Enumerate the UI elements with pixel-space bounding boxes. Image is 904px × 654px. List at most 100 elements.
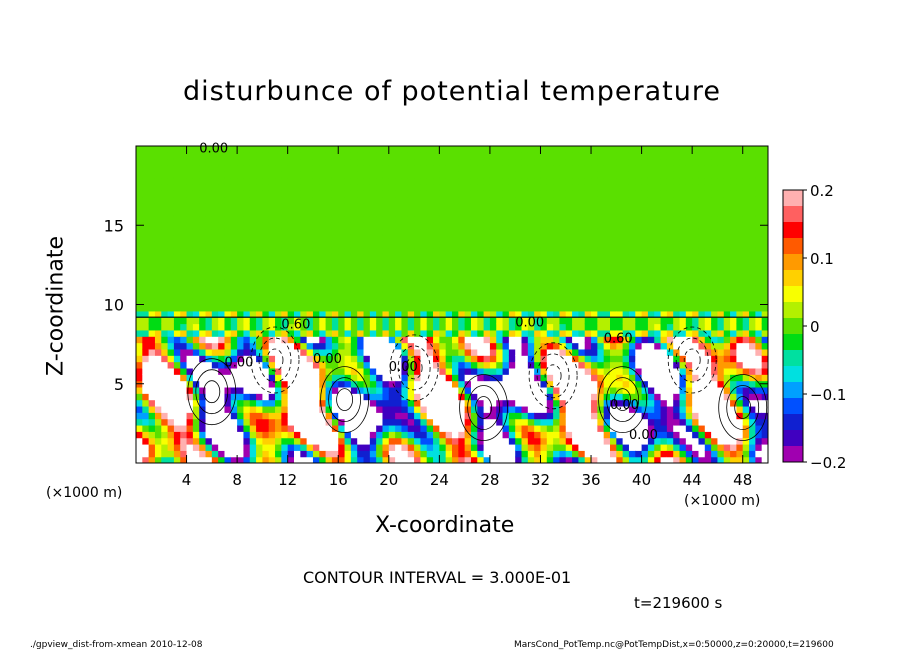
heatmap-cell [584, 190, 592, 198]
heatmap-cell [388, 367, 396, 375]
heatmap-cell [730, 443, 737, 451]
heatmap-cell [376, 228, 384, 236]
heatmap-cell [553, 456, 561, 463]
heatmap-cell [704, 418, 712, 426]
heatmap-cell [300, 374, 308, 382]
heatmap-cell [508, 399, 516, 407]
heatmap-cell [597, 348, 605, 356]
heatmap-cell [414, 291, 421, 299]
heatmap-cell [647, 215, 655, 223]
heatmap-cell [154, 443, 162, 451]
heatmap-cell [167, 431, 175, 439]
heatmap-cell [230, 443, 238, 451]
heatmap-cell [458, 260, 466, 268]
heatmap-cell [717, 323, 725, 331]
heatmap-cell [205, 393, 213, 401]
heatmap-cell [237, 450, 245, 458]
heatmap-cell [742, 361, 750, 369]
heatmap-cell [464, 304, 472, 312]
heatmap-cell [426, 437, 434, 445]
heatmap-cell [186, 405, 194, 413]
heatmap-cell [546, 380, 554, 388]
heatmap-cell [508, 393, 516, 401]
heatmap-cell [711, 304, 719, 312]
heatmap-cell [692, 158, 700, 166]
heatmap-cell [186, 171, 194, 179]
heatmap-cell [306, 367, 314, 375]
heatmap-cell [249, 146, 257, 153]
heatmap-cell [148, 367, 156, 375]
heatmap-cell [161, 234, 169, 242]
heatmap-cell [540, 380, 548, 388]
heatmap-cell [338, 310, 346, 318]
heatmap-cell [268, 418, 276, 426]
heatmap-cell [749, 165, 756, 172]
heatmap-cell [256, 342, 263, 350]
heatmap-cell [388, 386, 396, 394]
heatmap-cell [749, 323, 756, 331]
heatmap-cell [742, 196, 750, 204]
heatmap-cell [382, 184, 390, 191]
heatmap-cell [685, 152, 693, 160]
heatmap-cell [224, 291, 232, 299]
heatmap-cell [483, 228, 491, 236]
heatmap-cell [148, 272, 156, 280]
heatmap-cell [578, 323, 586, 331]
heatmap-cell [173, 437, 181, 445]
heatmap-cell [294, 234, 301, 242]
heatmap-cell [660, 361, 668, 369]
heatmap-cell [180, 386, 188, 394]
heatmap-cell [730, 399, 737, 407]
heatmap-cell [546, 247, 554, 255]
heatmap-cell [376, 424, 384, 432]
heatmap-cell [173, 146, 181, 153]
heatmap-cell [319, 222, 327, 230]
heatmap-cell [445, 424, 453, 432]
heatmap-cell [470, 323, 478, 331]
heatmap-cell [243, 386, 251, 394]
heatmap-cell [749, 298, 756, 306]
heatmap-cell [445, 291, 453, 299]
heatmap-cell [622, 234, 630, 242]
heatmap-cell [433, 399, 440, 407]
heatmap-cell [262, 177, 270, 185]
heatmap-cell [230, 342, 238, 350]
heatmap-cell [527, 310, 535, 318]
heatmap-cell [161, 228, 169, 236]
heatmap-cell [306, 190, 314, 198]
heatmap-cell [167, 266, 175, 274]
heatmap-cell [344, 253, 352, 261]
heatmap-cell [186, 418, 194, 426]
heatmap-cell [136, 329, 143, 337]
heatmap-cell [148, 374, 156, 382]
heatmap-cell [635, 456, 643, 463]
heatmap-cell [679, 203, 687, 210]
heatmap-cell [294, 285, 301, 293]
heatmap-cell [218, 443, 226, 451]
heatmap-cell [180, 165, 188, 172]
heatmap-cell [673, 152, 681, 160]
heatmap-cell [464, 437, 472, 445]
heatmap-cell [268, 323, 276, 331]
heatmap-cell [736, 443, 744, 451]
heatmap-cell [287, 431, 295, 439]
heatmap-cell [546, 184, 554, 191]
heatmap-cell [603, 367, 611, 375]
heatmap-cell [660, 418, 668, 426]
heatmap-cell [161, 317, 169, 325]
heatmap-cell [243, 146, 251, 153]
heatmap-cell [357, 431, 365, 439]
heatmap-cell [395, 329, 403, 337]
heatmap-cell [654, 393, 662, 401]
heatmap-cell [742, 234, 750, 242]
heatmap-cell [483, 241, 491, 249]
heatmap-cell [300, 260, 308, 268]
heatmap-cell [331, 412, 339, 420]
heatmap-cell [161, 196, 169, 204]
heatmap-cell [521, 380, 529, 388]
heatmap-cell [742, 374, 750, 382]
heatmap-cell [761, 456, 768, 463]
heatmap-cell [464, 241, 472, 249]
heatmap-cell [218, 190, 226, 198]
heatmap-cell [546, 279, 554, 287]
